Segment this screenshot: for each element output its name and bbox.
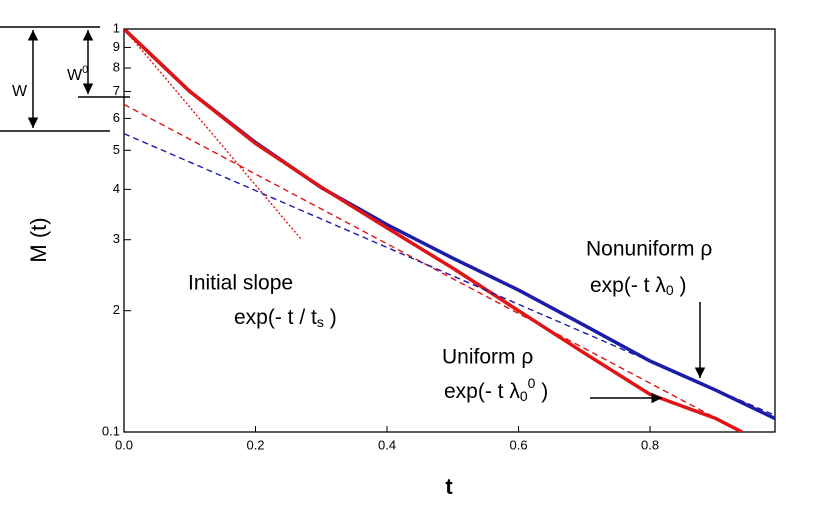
annotation: exp(- t λ00 ) — [444, 375, 548, 404]
y-tick-label: 9 — [113, 39, 120, 54]
y-tick-label: 6 — [113, 110, 120, 125]
annotation: exp(- t / ts ) — [234, 306, 337, 330]
annotation: ) — [324, 306, 337, 329]
series-line — [124, 132, 775, 416]
series-line — [124, 103, 743, 432]
series-line — [124, 29, 743, 432]
y-tick-label: 4 — [113, 181, 120, 196]
annotation: exp(- t λ — [590, 274, 666, 297]
annotation-sub: 0 — [666, 282, 674, 298]
inset-label: W — [67, 67, 83, 84]
annotation: exp(- t λ — [444, 380, 520, 403]
inset-diagram: W W0 — [0, 26, 130, 132]
x-tick-label: 0.4 — [378, 437, 396, 452]
y-tick-label: 2 — [113, 302, 120, 317]
annotation: exp(- t / t — [234, 306, 317, 329]
x-tick-label: 0.2 — [246, 437, 264, 452]
annotation: Nonuniform ρ — [586, 238, 712, 261]
annotation-sup: 0 — [528, 375, 536, 391]
x-tick-label: 0.8 — [641, 437, 659, 452]
annotation: ) — [674, 274, 687, 297]
y-tick-label: 0.1 — [102, 423, 120, 438]
x-tick-label: 0.0 — [115, 437, 133, 452]
annotation: Uniform ρ — [442, 346, 533, 369]
series-line — [124, 29, 303, 241]
y-axis-label: M (t) — [26, 217, 51, 262]
inset-label: W0 — [67, 64, 88, 84]
plot-frame — [123, 28, 776, 433]
annotation: Initial slope — [188, 272, 293, 295]
inset-sup: 0 — [82, 64, 88, 76]
y-tick-label: 7 — [113, 83, 120, 98]
y-tick-label: 8 — [113, 59, 120, 74]
annotation-sub: s — [317, 314, 324, 330]
x-axis-label: t — [445, 474, 453, 499]
y-tick-label: 3 — [113, 231, 120, 246]
annotation: ) — [535, 380, 548, 403]
annotation-sub: 0 — [520, 388, 528, 404]
y-tick-label: 1 — [113, 20, 120, 35]
x-tick-label: 0.6 — [510, 437, 528, 452]
inset-label: W — [12, 83, 28, 100]
y-tick-label: 5 — [113, 142, 120, 157]
annotation: exp(- t λ0 ) — [590, 274, 686, 298]
